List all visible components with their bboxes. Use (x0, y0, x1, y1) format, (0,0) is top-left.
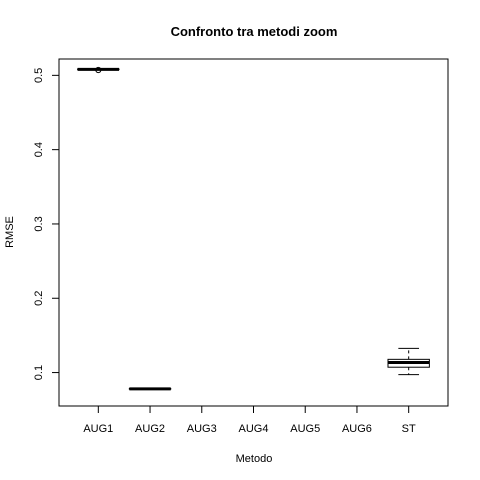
y-axis: 0.1 0.2 0.3 0.4 0.5 (33, 68, 60, 380)
x-axis-label: Metodo (236, 453, 273, 465)
boxes-group (77, 66, 430, 391)
x-tick-label: ST (402, 423, 416, 435)
x-tick-label: AUG5 (290, 423, 320, 435)
outlier-point (95, 66, 102, 74)
y-tick-label: 0.5 (33, 68, 45, 83)
x-tick-label: AUG6 (342, 423, 372, 435)
x-axis: AUG1 AUG2 AUG3 AUG4 AUG5 AUG6 ST (83, 405, 416, 435)
plot-frame (58, 58, 449, 407)
x-tick-label: AUG3 (187, 423, 217, 435)
box-aug2 (128, 387, 172, 391)
y-tick-label: 0.3 (33, 216, 45, 231)
y-tick-label: 0.4 (33, 142, 45, 157)
y-axis-label: RMSE (4, 216, 16, 248)
x-tick-label: AUG4 (239, 423, 269, 435)
chart-title: Confronto tra metodi zoom (171, 24, 338, 39)
x-tick-label: AUG1 (83, 423, 113, 435)
y-tick-label: 0.1 (33, 365, 45, 380)
x-tick-label: AUG2 (135, 423, 165, 435)
box-aug1 (77, 66, 120, 74)
y-tick-label: 0.2 (33, 291, 45, 306)
box-st (387, 347, 430, 376)
